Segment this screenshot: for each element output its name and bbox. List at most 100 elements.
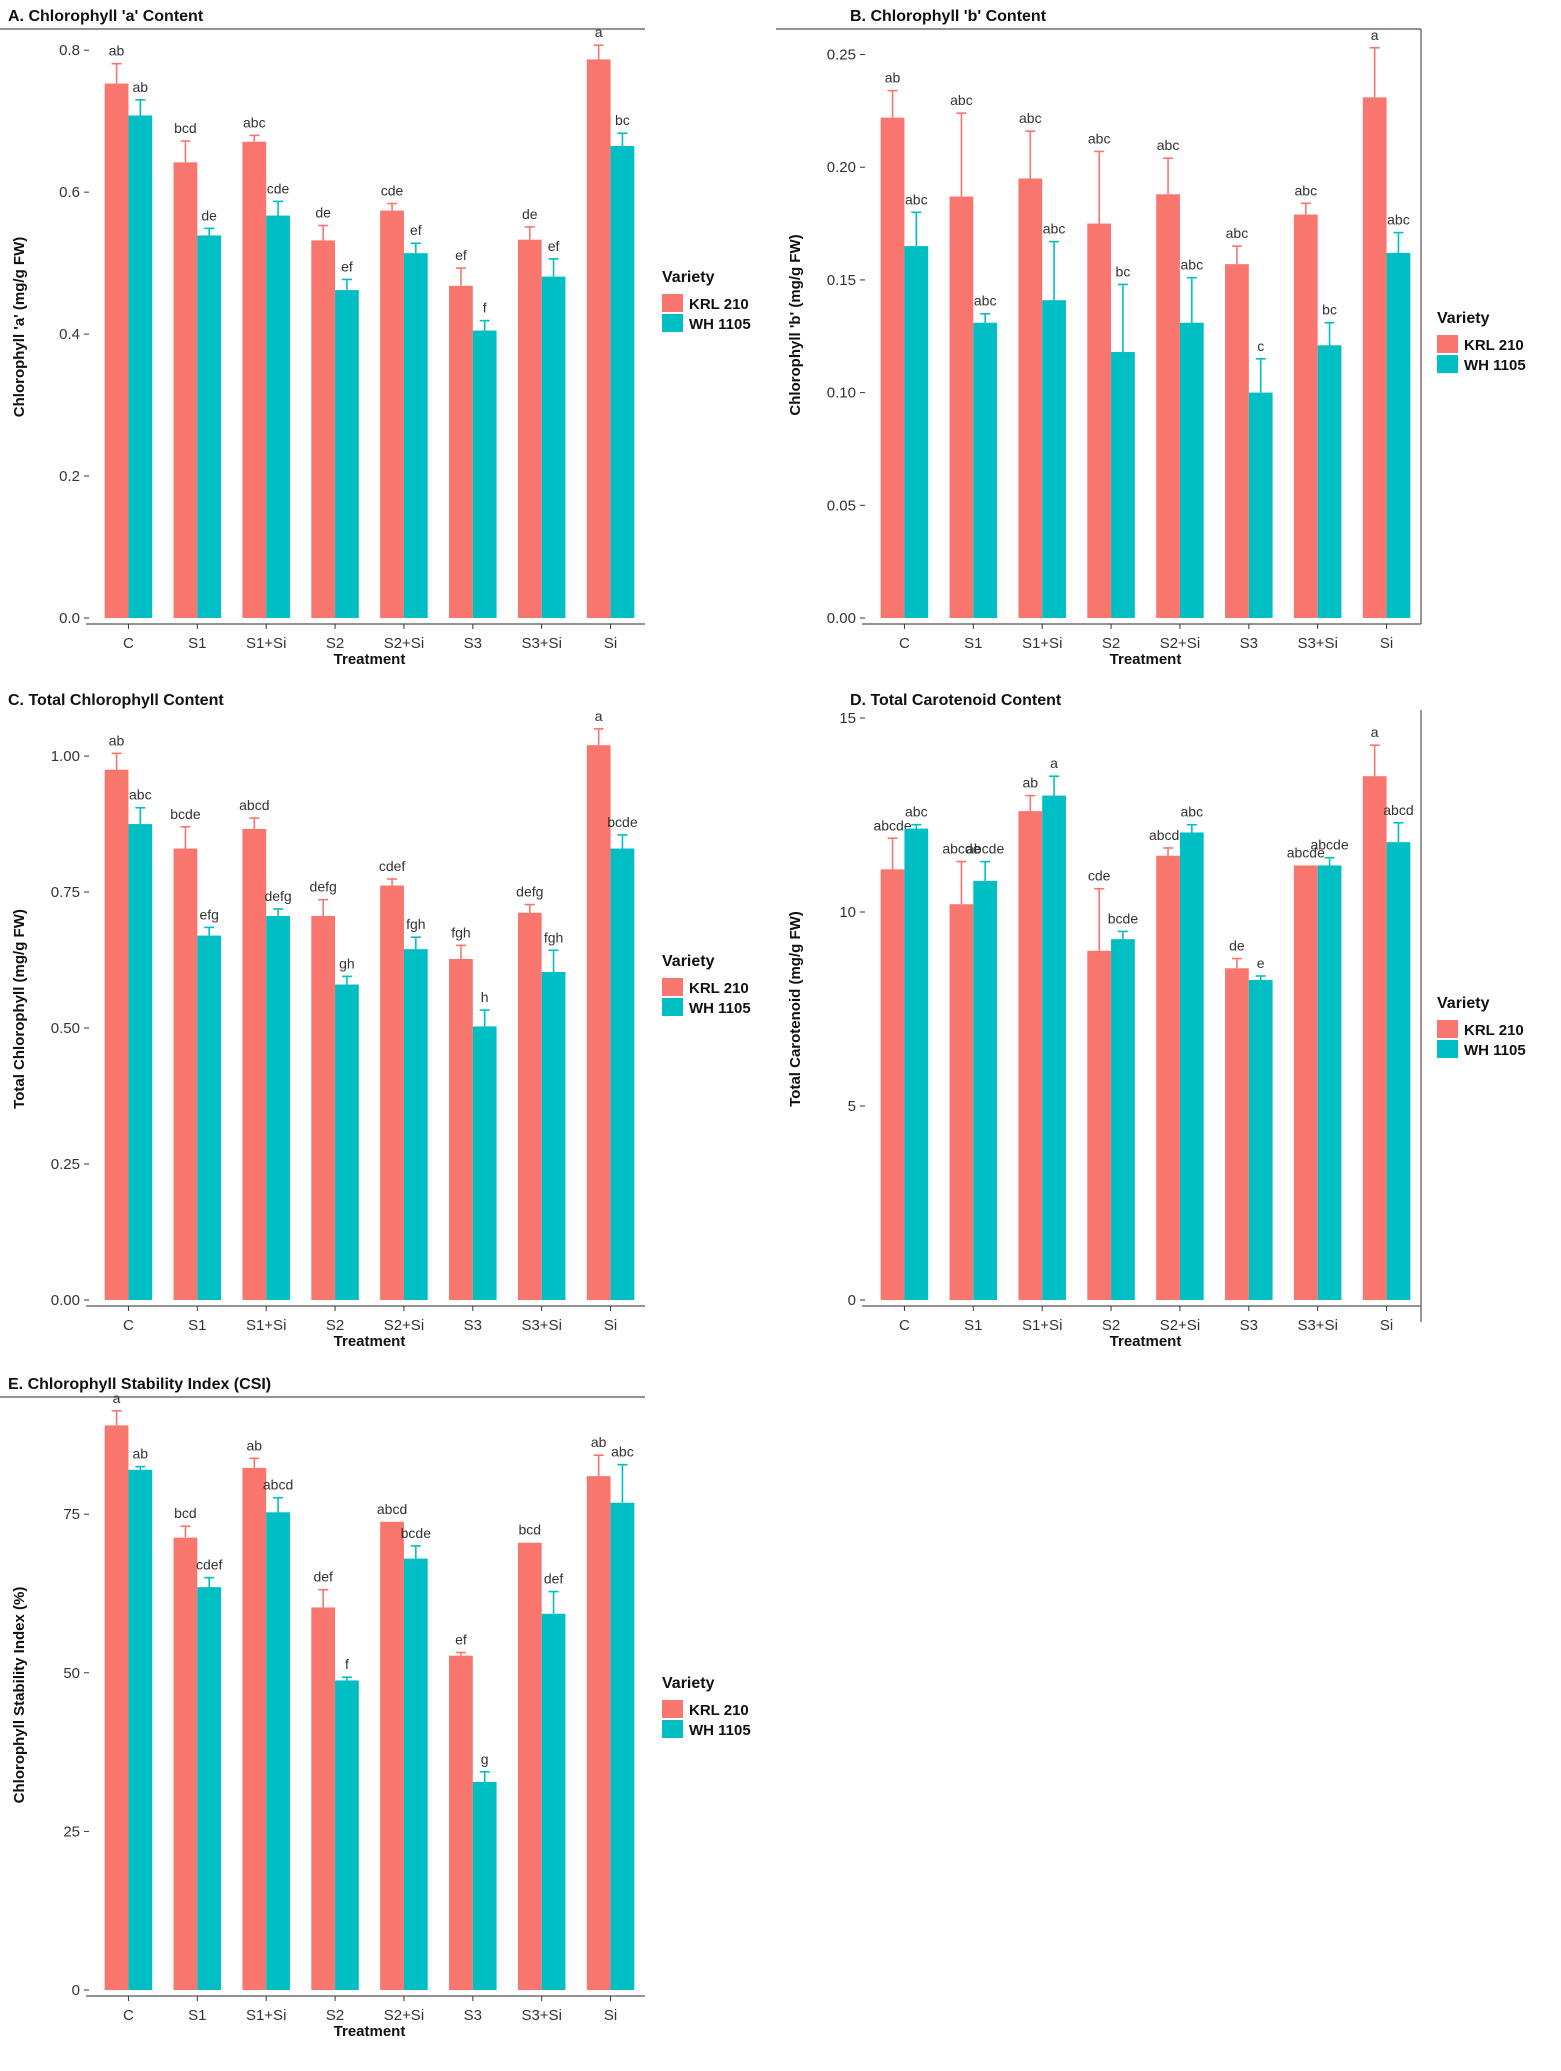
- panel-b-bar-label: abc: [905, 191, 928, 207]
- panel-a-bar: [541, 276, 566, 618]
- panel-d-bar-label: abcde: [966, 841, 1004, 857]
- panel-d-bar-label: abcde: [942, 841, 980, 857]
- panel-c-y-tick-label: 1.00: [51, 748, 80, 765]
- panel-e-bar: [128, 1469, 153, 1990]
- panel-a-bar-label: ef: [548, 238, 560, 254]
- panel-d-bar-label: abcd: [1383, 802, 1413, 818]
- panel-b-y-tick-label: 0.20: [827, 159, 856, 176]
- panel-a-bar-label: de: [315, 205, 331, 221]
- panel-d-x-tick-label: S2+Si: [1160, 1317, 1200, 1334]
- panel-c-x-tick-label: S1: [188, 1317, 206, 1334]
- panel-b-x-tick-label: Si: [1380, 635, 1393, 652]
- panel-e-legend-swatch: [662, 1700, 683, 1718]
- panel-b-bar-label: bc: [1116, 263, 1131, 279]
- panel-c-bar-label: defg: [310, 879, 337, 895]
- panel-b-legend-swatch: [1437, 335, 1458, 353]
- panel-c-bar-label: bcde: [170, 806, 201, 822]
- panel-a-bar-label: de: [201, 207, 217, 223]
- panel-a-bar-label: f: [483, 300, 487, 316]
- panel-d-bar: [1042, 795, 1066, 1300]
- panel-c-y-tick-label: 0.50: [51, 1020, 80, 1037]
- panel-e-bar: [197, 1587, 222, 1990]
- panel-b-title: B. Chlorophyll 'b' Content: [850, 8, 1047, 25]
- panel-d-bar-label: abc: [1181, 804, 1204, 820]
- panel-c-y-axis-title: Total Chlorophyll (mg/g FW): [11, 909, 28, 1109]
- panel-d-bar-label: abcde: [1310, 837, 1348, 853]
- panel-c-x-tick-label: S3: [464, 1317, 482, 1334]
- panel-b-x-tick-label: S3: [1240, 635, 1258, 652]
- panel-c-x-tick-label: S1+Si: [246, 1317, 286, 1334]
- panel-c-bar-label: defg: [264, 888, 291, 904]
- panel-a-x-tick-label: S2: [326, 635, 344, 652]
- panel-b-bar: [1248, 392, 1273, 618]
- panel-a-x-tick-label: S1: [188, 635, 206, 652]
- panel-d-bar: [1179, 832, 1204, 1300]
- panel-b-bar-label: bc: [1322, 302, 1337, 318]
- panel-d-legend-title: Variety: [1437, 995, 1490, 1012]
- panel-e-bar: [610, 1502, 635, 1990]
- panel-c-bar: [242, 828, 267, 1300]
- panel-c-x-tick-label: S3+Si: [521, 1317, 561, 1334]
- panel-b-bar: [1179, 322, 1204, 618]
- panel-c-bar-label: ab: [109, 732, 125, 748]
- panel-b-bar-label: abc: [1387, 212, 1410, 228]
- panel-e-x-tick-label: S1+Si: [246, 2007, 286, 2024]
- panel-d-bar: [1018, 811, 1043, 1300]
- panel-c-bar: [541, 972, 566, 1300]
- panel-c-bar-label: defg: [516, 884, 543, 900]
- panel-a-bar-label: bc: [615, 112, 630, 128]
- panel-e-legend-swatch: [662, 1720, 683, 1738]
- panel-c-bar: [449, 958, 473, 1300]
- panel-b-bar: [973, 322, 998, 618]
- panel-e-x-tick-label: S2: [326, 2007, 344, 2024]
- panel-e-x-tick-label: S2+Si: [384, 2007, 424, 2024]
- panel-a-bar: [311, 240, 336, 618]
- panel-d-x-tick-label: S1: [964, 1317, 982, 1334]
- panel-a-bar-label: abc: [243, 114, 266, 130]
- panel-e-bar: [104, 1425, 129, 1990]
- panel-a-bar: [517, 239, 542, 618]
- panel-b-bar: [1317, 345, 1342, 618]
- panel-e-bar: [472, 1781, 497, 1990]
- panel-c-bar: [403, 949, 428, 1300]
- panel-b-bar-label: abc: [1226, 225, 1249, 241]
- panel-e-bar: [449, 1655, 473, 1990]
- panel-b-y-tick-label: 0.25: [827, 47, 856, 64]
- panel-a-bar: [472, 330, 497, 618]
- panel-d-x-tick-label: C: [899, 1317, 910, 1334]
- panel-b-bar-label: a: [1371, 27, 1379, 43]
- panel-b-bar: [1018, 178, 1043, 618]
- panel-a-bar: [128, 115, 153, 619]
- panel-a-bar-label: ab: [133, 79, 149, 95]
- panel-e-legend-label: WH 1105: [689, 1722, 751, 1739]
- panel-d-bar: [1225, 968, 1249, 1300]
- panel-e-bar-label: bcd: [174, 1505, 197, 1521]
- panel-d-bar: [1317, 865, 1342, 1300]
- panel-e-bar: [242, 1467, 267, 1990]
- panel-c-bar: [586, 745, 611, 1300]
- panel-e-y-tick-label: 50: [63, 1665, 80, 1682]
- panel-a-x-tick-label: Si: [604, 635, 617, 652]
- panel-c-bar-label: fgh: [544, 929, 563, 945]
- panel-b-bar-label: abc: [1019, 110, 1042, 126]
- panel-e-y-tick-label: 0: [72, 1982, 80, 1999]
- panel-e-bar-label: def: [544, 1571, 564, 1587]
- panel-d-bar: [880, 869, 905, 1300]
- panel-e-bar-label: bcd: [519, 1522, 542, 1538]
- panel-a-bar-label: ef: [341, 258, 353, 274]
- panel-b-y-tick-label: 0.00: [827, 610, 856, 627]
- panel-c-bar-label: efg: [199, 906, 218, 922]
- panel-b-bar: [1156, 194, 1180, 618]
- panel-a-x-tick-label: S1+Si: [246, 635, 286, 652]
- panel-a-bar-label: ab: [109, 43, 125, 59]
- panel-a-legend-swatch: [662, 294, 683, 312]
- panel-d-bar: [1156, 855, 1180, 1300]
- panel-c-bar: [472, 1026, 497, 1300]
- panel-e-legend-title: Variety: [662, 1675, 715, 1692]
- panel-d-bar-label: e: [1257, 955, 1265, 971]
- panel-b-y-tick-label: 0.10: [827, 385, 856, 402]
- panel-b-bar: [1042, 300, 1066, 618]
- panel-e-bar: [586, 1476, 611, 1990]
- panel-a-bar-label: cde: [267, 180, 290, 196]
- panel-b-bar-label: abc: [974, 293, 997, 309]
